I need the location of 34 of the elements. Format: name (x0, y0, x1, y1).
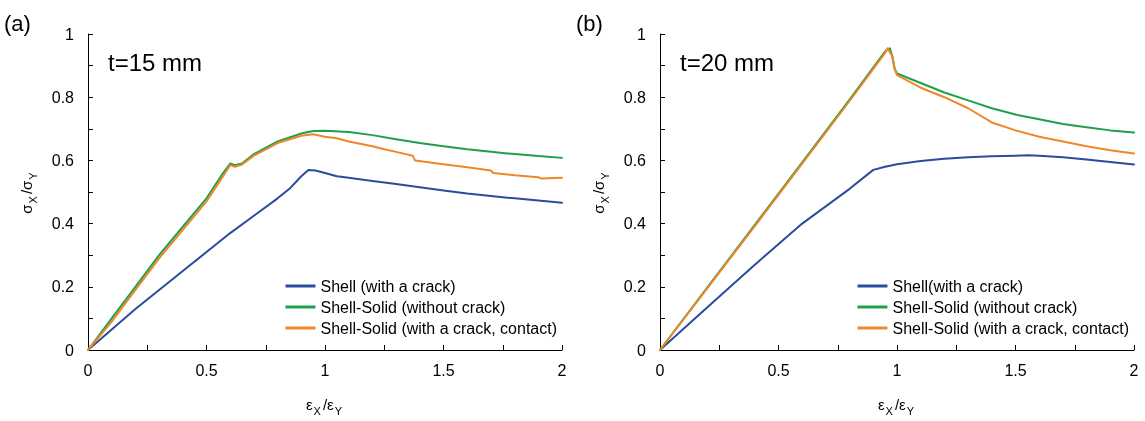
x-tick-label: 0.5 (767, 361, 790, 379)
y-tick-label: 0.8 (51, 88, 75, 106)
legend-label: Shell-Solid (without crack) (320, 298, 506, 316)
y-tick-label: 0.6 (51, 151, 75, 169)
x-tick-label: 2 (1129, 361, 1139, 379)
y-tick-label: 0 (65, 341, 75, 359)
legend-label: Shell-Solid (with a crack, contact) (892, 319, 1129, 337)
y-tick-label: 1 (637, 25, 647, 43)
chart-title: (b) (576, 10, 603, 36)
legend-label: Shell-Solid (without crack) (892, 298, 1078, 316)
x-tick-label: 1.5 (432, 361, 455, 379)
x-tick-label: 2 (557, 361, 567, 379)
y-tick-label: 1 (65, 25, 75, 43)
y-tick-label: 0.8 (623, 88, 647, 106)
annotation: t=20 mm (680, 48, 775, 76)
legend-label: Shell (with a crack) (320, 277, 456, 295)
y-tick-label: 0.4 (51, 215, 75, 233)
y-axis-title: σX/σY (17, 171, 39, 214)
y-axis-title: σX/σY (589, 171, 611, 214)
y-tick-label: 0.4 (623, 215, 647, 233)
x-tick-label: 0.5 (195, 361, 218, 379)
y-tick-label: 0.2 (51, 278, 75, 296)
x-tick-label: 0 (655, 361, 665, 379)
y-tick-label: 0.6 (623, 151, 647, 169)
legend-label: Shell(with a crack) (892, 277, 1024, 295)
x-tick-label: 0 (83, 361, 93, 379)
x-tick-label: 1 (320, 361, 330, 379)
x-tick-label: 1.5 (1004, 361, 1027, 379)
chart-title: (a) (4, 10, 31, 36)
x-tick-label: 1 (892, 361, 902, 379)
y-tick-label: 0.2 (623, 278, 647, 296)
annotation: t=15 mm (108, 48, 203, 76)
y-tick-label: 0 (637, 341, 647, 359)
legend-label: Shell-Solid (with a crack, contact) (320, 319, 557, 337)
